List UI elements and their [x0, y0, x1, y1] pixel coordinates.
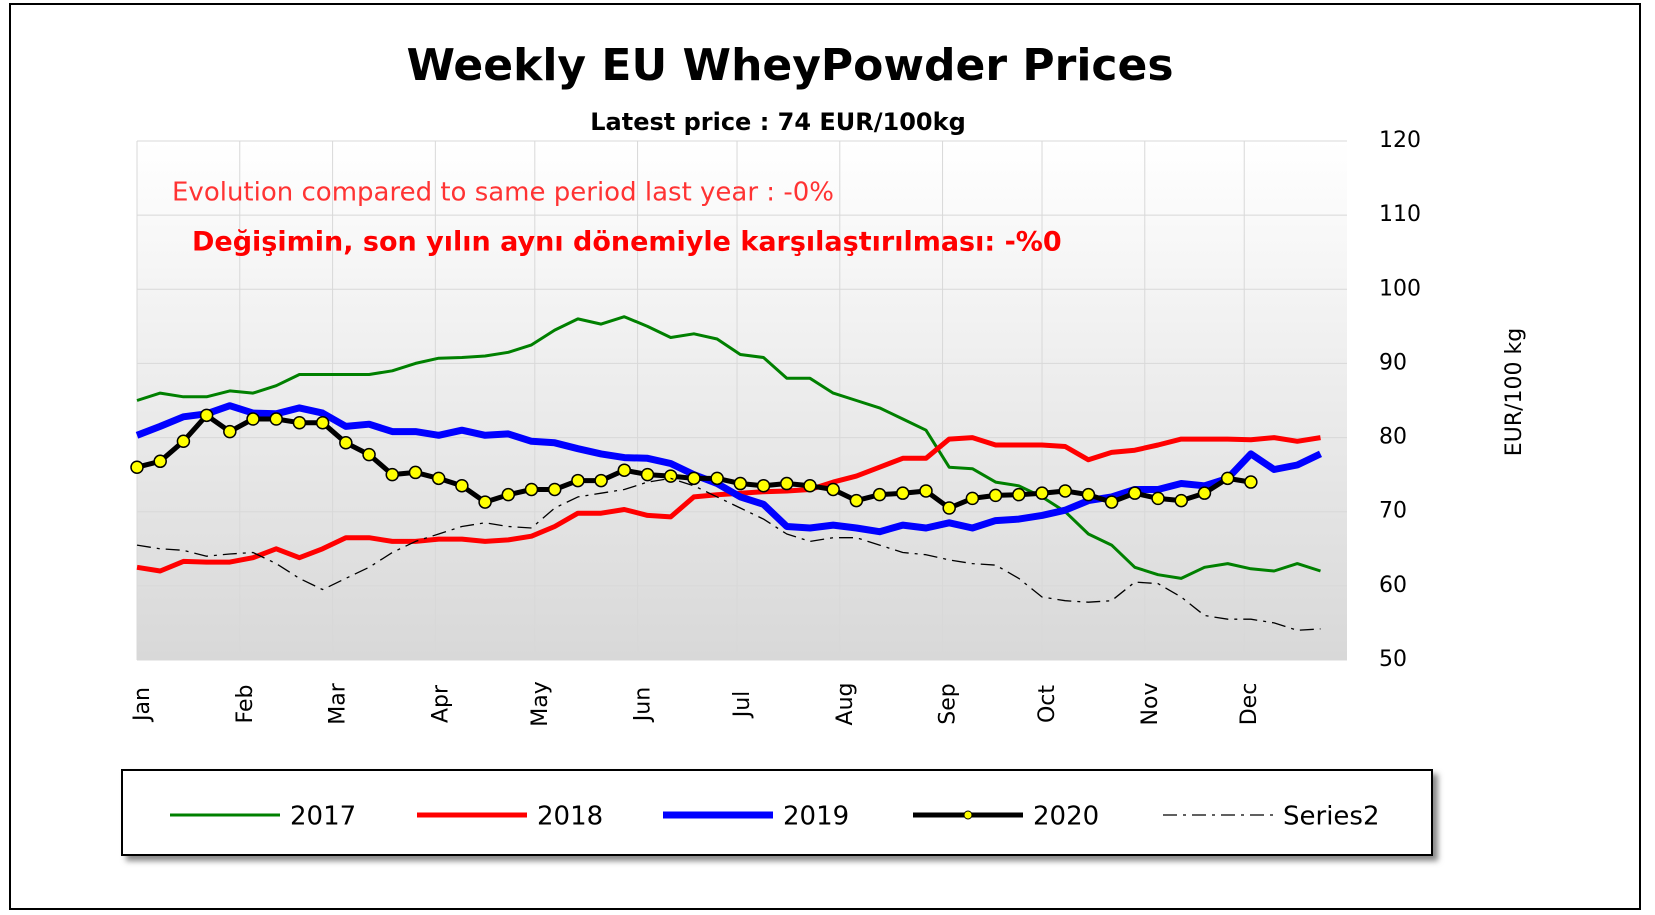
series-marker — [896, 486, 910, 500]
legend-label: Series2 — [1283, 802, 1380, 832]
series-marker — [988, 488, 1003, 503]
chart-subtitle: Latest price : 74 EUR/100kg — [590, 108, 966, 136]
x-tick-label: Aug — [833, 683, 858, 726]
series-marker — [919, 484, 933, 498]
series-marker — [803, 479, 817, 493]
x-tick-label: Jan — [130, 687, 155, 723]
legend-label: 2017 — [290, 802, 356, 832]
series-marker — [640, 467, 655, 482]
y-tick-label: 50 — [1379, 647, 1407, 672]
series-line — [136, 477, 1321, 631]
series-marker — [1058, 484, 1072, 498]
x-tick-label: Mar — [326, 682, 351, 724]
legend-label: 2019 — [783, 802, 849, 832]
series-marker — [663, 469, 678, 483]
legend-label: 2018 — [537, 802, 603, 832]
series-marker — [872, 487, 887, 502]
series-marker — [617, 463, 632, 477]
y-tick-label: 120 — [1379, 128, 1421, 153]
series-marker — [223, 424, 237, 439]
series-marker — [780, 476, 794, 491]
x-tick-label: Oct — [1035, 685, 1060, 723]
y-tick-label: 90 — [1379, 350, 1407, 375]
series-marker — [501, 487, 516, 502]
series-marker — [710, 471, 724, 486]
series-marker — [176, 434, 191, 449]
series-marker — [246, 412, 260, 426]
series-marker — [269, 412, 283, 426]
series-marker — [733, 476, 748, 491]
series-marker — [524, 482, 539, 497]
series-line — [136, 315, 1321, 580]
series-marker — [687, 471, 701, 486]
y-tick-label: 70 — [1379, 499, 1407, 524]
x-tick-label: Feb — [233, 685, 258, 724]
annotation: Değişimin, son yılın aynı dönemiyle karş… — [192, 227, 1062, 258]
series-marker — [339, 436, 353, 450]
series-marker — [1081, 487, 1096, 502]
series-marker — [756, 479, 771, 493]
series-marker — [849, 493, 864, 508]
legend-marker — [963, 810, 973, 820]
y-tick-label: 60 — [1379, 573, 1407, 598]
series-marker — [431, 471, 446, 486]
series-marker — [826, 482, 840, 497]
y-axis-label: EUR/100 kg — [1502, 328, 1527, 456]
series-marker — [315, 415, 330, 430]
series-marker — [1035, 486, 1049, 500]
x-tick-label: Sep — [936, 683, 961, 724]
series-marker — [1151, 491, 1165, 506]
series-marker — [571, 473, 585, 488]
y-tick-label: 100 — [1379, 276, 1421, 301]
series-marker — [1174, 493, 1188, 508]
legend-box — [121, 769, 1433, 856]
annotation: Evolution compared to same period last y… — [172, 178, 834, 208]
x-tick-label: Dec — [1237, 683, 1262, 726]
series-marker — [1220, 471, 1235, 486]
series-marker — [1244, 475, 1258, 489]
x-tick-label: Jun — [631, 687, 656, 723]
series-marker — [547, 482, 562, 497]
series-marker — [385, 467, 400, 482]
series-marker — [478, 495, 492, 509]
series-marker — [362, 447, 376, 462]
x-tick-label: May — [528, 681, 553, 726]
x-tick-label: Nov — [1138, 683, 1163, 726]
series-marker — [199, 408, 214, 423]
series-marker — [455, 479, 469, 493]
series-marker — [292, 415, 307, 430]
series-marker — [1128, 486, 1142, 500]
legend-label: 2020 — [1033, 802, 1099, 832]
x-tick-label: Jul — [730, 691, 755, 720]
plot-area — [137, 141, 1347, 660]
series-marker — [1197, 486, 1212, 500]
y-tick-label: 80 — [1379, 425, 1407, 450]
series-marker — [1012, 487, 1026, 502]
x-tick-label: Apr — [428, 684, 453, 723]
series-marker — [594, 473, 608, 488]
series-marker — [1104, 495, 1119, 509]
y-tick-label: 110 — [1379, 202, 1421, 227]
series-marker — [153, 454, 167, 469]
series-marker — [942, 501, 956, 515]
series-marker — [130, 460, 144, 474]
series-marker — [408, 465, 423, 480]
series-marker — [965, 491, 980, 506]
chart-title: Weekly EU WheyPowder Prices — [406, 40, 1173, 91]
series-line — [135, 402, 1323, 536]
